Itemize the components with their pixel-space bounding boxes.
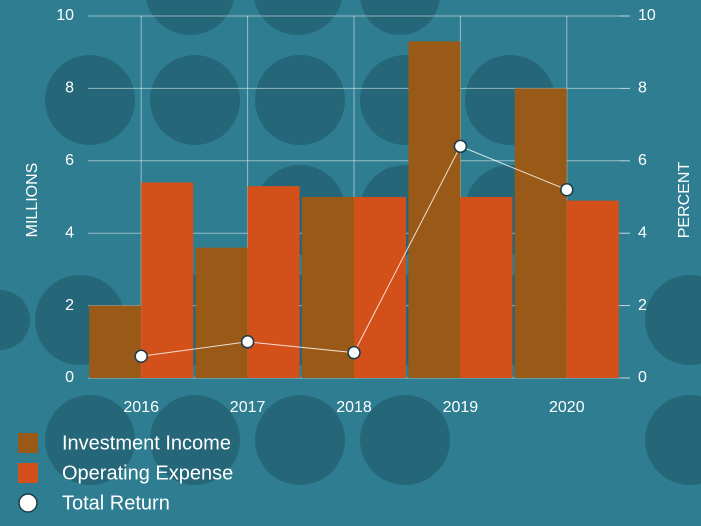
legend-label: Investment Income [62, 432, 231, 454]
bar [89, 306, 141, 378]
y2-tick-label: 8 [638, 80, 647, 97]
line-point [242, 336, 254, 348]
line-point [561, 184, 573, 196]
bar [460, 197, 512, 378]
chart: MILLIONS PERCENT Investment Income Operat… [0, 0, 701, 526]
y-axis-label: MILLIONS [24, 163, 41, 238]
legend-swatch [18, 463, 38, 483]
x-tick-label: 2018 [336, 399, 372, 416]
legend-label: Operating Expense [62, 462, 233, 484]
y2-axis-label: PERCENT [676, 162, 693, 239]
y-tick-label: 6 [65, 152, 74, 169]
y2-tick-label: 2 [638, 297, 647, 314]
legend-label: Total Return [62, 492, 170, 514]
line-point [454, 140, 466, 152]
x-tick-label: 2016 [123, 399, 159, 416]
y-tick-label: 0 [65, 369, 74, 386]
x-tick-label: 2019 [443, 399, 479, 416]
bar [515, 88, 567, 378]
y2-tick-label: 0 [638, 369, 647, 386]
bar [408, 41, 460, 378]
y2-tick-label: 6 [638, 152, 647, 169]
y-tick-label: 4 [65, 224, 74, 241]
bar [354, 197, 406, 378]
legend-swatch [18, 433, 38, 453]
bar [196, 248, 248, 378]
bar [302, 197, 354, 378]
bar [567, 201, 619, 378]
y-tick-label: 2 [65, 297, 74, 314]
y2-tick-label: 4 [638, 224, 647, 241]
y-tick-label: 10 [56, 7, 74, 24]
legend-marker [19, 494, 37, 512]
bar [248, 186, 300, 378]
line-point [348, 347, 360, 359]
line-point [135, 350, 147, 362]
x-tick-label: 2017 [230, 399, 266, 416]
y-tick-label: 8 [65, 80, 74, 97]
bar [141, 183, 193, 378]
x-tick-label: 2020 [549, 399, 585, 416]
y2-tick-label: 10 [638, 7, 656, 24]
